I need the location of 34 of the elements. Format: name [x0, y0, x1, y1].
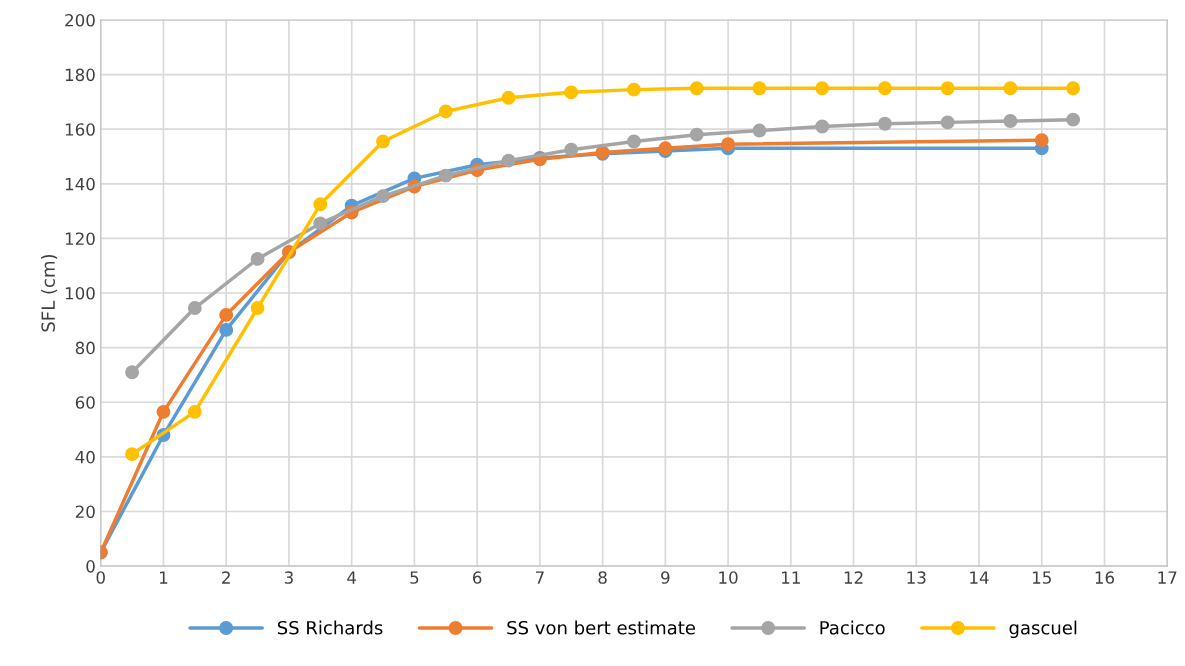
x-tick-label: 14 — [970, 571, 989, 584]
y-tick-label: 80 — [75, 341, 95, 355]
x-tick-label: 0 — [96, 571, 105, 584]
x-tick-label: 13 — [907, 571, 926, 584]
y-tick-label: 180 — [65, 68, 95, 82]
y-tick-label: 140 — [65, 177, 95, 191]
legend-label: gascuel — [1009, 620, 1077, 639]
x-tick-label: 3 — [284, 571, 293, 584]
x-tick-label: 2 — [222, 571, 230, 584]
x-tick-label: 4 — [347, 571, 357, 584]
x-tick-label: 10 — [719, 571, 738, 584]
x-tick-label: 15 — [1032, 571, 1051, 584]
y-tick-label: 200 — [65, 13, 95, 27]
y-tick-label: 120 — [65, 232, 95, 245]
x-tick-label: 6 — [473, 571, 482, 584]
legend-label: Pacicco — [820, 620, 885, 635]
x-tick-label: 8 — [598, 571, 607, 584]
y-tick-label: 60 — [75, 396, 95, 409]
legend-label: SS Richards — [277, 620, 383, 635]
y-tick-label: 100 — [65, 287, 95, 300]
x-tick-label: 1 — [159, 571, 168, 584]
x-tick-label: 5 — [410, 571, 419, 584]
x-tick-label: 9 — [661, 571, 670, 584]
y-tick-label: 40 — [75, 450, 95, 464]
x-tick-label: 16 — [1095, 571, 1115, 584]
y-tick-label: 0 — [86, 560, 95, 573]
y-tick-label: 20 — [75, 505, 95, 519]
y-tick-label: 160 — [65, 123, 95, 136]
x-tick-label: 17 — [1158, 571, 1177, 584]
legend-label: SS von bert estimate — [507, 620, 695, 635]
x-tick-label: 7 — [535, 571, 544, 584]
y-axis-title: SFL (cm) — [41, 254, 58, 332]
x-tick-label: 11 — [782, 571, 800, 584]
x-tick-label: 12 — [844, 571, 863, 584]
